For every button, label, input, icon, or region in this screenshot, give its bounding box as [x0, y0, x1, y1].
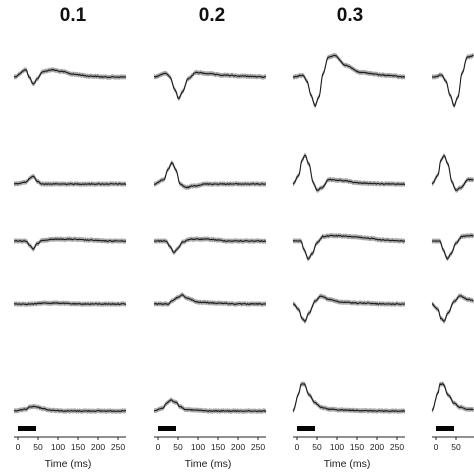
x-tick-label: 250: [111, 442, 125, 452]
x-tick-label: 100: [51, 442, 65, 452]
trace-line: [153, 399, 267, 413]
x-axis-title: Time (ms): [45, 458, 92, 470]
x-tick-label: 50: [312, 442, 322, 452]
sem-band: [432, 381, 474, 413]
panel-title-3: 0.3: [337, 5, 363, 26]
sem-band: [293, 52, 405, 109]
trace-line: [431, 54, 474, 107]
x-tick-label: 200: [91, 442, 105, 452]
x-tick-label: 150: [211, 442, 225, 452]
x-tick-label: 50: [173, 442, 183, 452]
x-axis-title: Time (ms): [185, 458, 232, 470]
panel-title-2: 0.2: [199, 5, 225, 26]
x-tick-label: 250: [390, 442, 404, 452]
sem-band: [432, 52, 474, 109]
x-tick-label: 100: [330, 442, 344, 452]
stimulus-bar: [158, 426, 176, 431]
trace-line: [14, 238, 127, 251]
x-tick-label: 50: [451, 442, 461, 452]
x-tick-label: 0: [16, 442, 21, 452]
trace-line: [153, 293, 266, 306]
trace-line: [153, 71, 266, 100]
trace-line: [292, 382, 406, 413]
x-tick-label: 0: [295, 442, 300, 452]
x-tick-label: 150: [71, 442, 85, 452]
plot-layer: 0 50 100 150 200 250 Time (ms) 0 50 100 150 200 250 T…: [13, 52, 474, 470]
sem-band: [293, 381, 405, 414]
sem-band: [432, 232, 474, 262]
x-tick-label: 100: [191, 442, 205, 452]
x-tick-label: 200: [231, 442, 245, 452]
sem-band: [14, 67, 126, 87]
sem-band: [14, 173, 126, 187]
x-tick-label: 200: [370, 442, 384, 452]
sem-band: [432, 153, 474, 193]
sem-band: [154, 397, 266, 414]
sem-band: [293, 232, 405, 262]
stimulus-bar: [18, 426, 36, 431]
trace-line: [153, 238, 267, 254]
sem-band: [293, 293, 405, 324]
stimulus-bar: [436, 426, 454, 431]
trace-line: [431, 154, 474, 192]
x-tick-label: 50: [33, 442, 43, 452]
panel-title-1: 0.1: [60, 5, 87, 26]
trace-line: [13, 405, 127, 413]
trace-line: [431, 295, 474, 322]
trace-line: [431, 234, 474, 260]
sem-band: [432, 293, 474, 324]
trace-line: [292, 234, 405, 260]
x-tick-label: 150: [350, 442, 364, 452]
sem-band: [293, 152, 405, 193]
sem-band: [154, 69, 266, 101]
x-tick-label: 0: [156, 442, 161, 452]
x-tick-label: 0: [434, 442, 439, 452]
trace-line: [153, 162, 266, 189]
sem-band: [154, 160, 266, 190]
trace-line: [13, 175, 127, 186]
trace-line: [13, 68, 127, 85]
x-axis-title: Time (ms): [324, 458, 371, 470]
trace-line: [292, 295, 405, 323]
trace-line: [431, 382, 474, 412]
trace-line: [292, 54, 406, 107]
trace-line: [13, 302, 127, 306]
sem-band: [14, 403, 126, 414]
stimulus-bar: [297, 426, 315, 431]
x-tick-label: 250: [251, 442, 265, 452]
trace-line: [292, 154, 406, 192]
